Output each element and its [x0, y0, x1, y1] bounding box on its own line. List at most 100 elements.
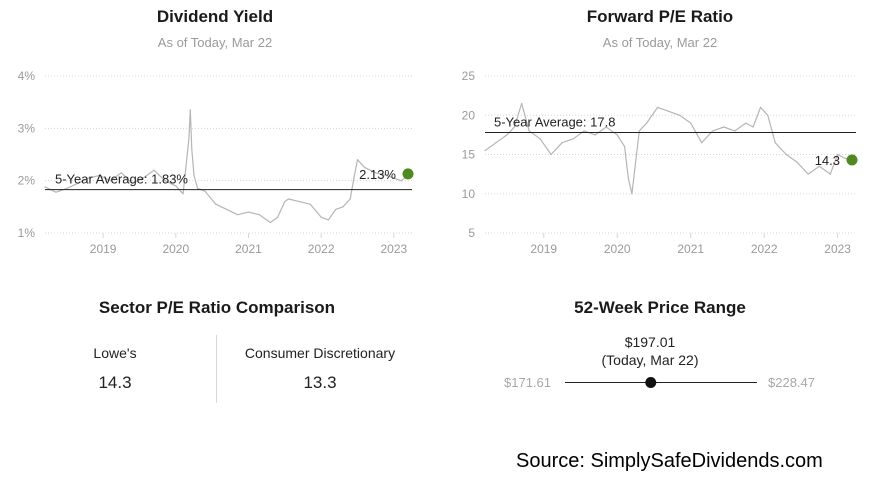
- data-point: [298, 201, 300, 203]
- data-point: [400, 180, 402, 182]
- current-value-label: 14.3: [815, 153, 840, 168]
- data-point: [583, 130, 585, 132]
- data-point: [320, 216, 322, 218]
- data-point: [356, 159, 359, 161]
- data-point: [818, 165, 820, 167]
- comparison-divider: [216, 335, 217, 403]
- data-point: [594, 134, 596, 136]
- current-value-marker: [846, 154, 858, 166]
- data-point: [393, 177, 395, 179]
- data-point: [734, 130, 736, 132]
- forward-pe-title: Forward P/E Ratio: [586, 7, 734, 26]
- source-credit: Source: SimplySafeDividends.com: [516, 450, 823, 472]
- data-point: [164, 180, 166, 182]
- data-point: [807, 173, 809, 175]
- data-point: [506, 134, 508, 136]
- data-point: [701, 142, 703, 144]
- data-point: [495, 142, 497, 144]
- data-point: [66, 187, 68, 190]
- x-tick-label: 2021: [235, 242, 262, 256]
- data-point: [55, 191, 57, 193]
- data-point: [528, 130, 530, 132]
- x-tick-label: 2020: [162, 242, 189, 256]
- five-year-average-label: 5-Year Average: 17.8: [494, 115, 615, 130]
- data-point: [635, 161, 637, 163]
- x-tick-label: 2020: [604, 242, 631, 256]
- current-value-marker: [402, 168, 414, 180]
- data-point: [175, 185, 177, 187]
- data-point: [605, 126, 607, 128]
- data-point: [679, 114, 681, 116]
- company-pe-value: 14.3: [98, 373, 132, 392]
- data-point: [226, 208, 228, 211]
- y-tick-label: 2%: [18, 174, 36, 188]
- data-point: [269, 221, 271, 224]
- range-high-label: $228.47: [768, 375, 815, 390]
- data-point: [98, 174, 101, 177]
- data-point: [247, 211, 250, 213]
- y-tick-label: 15: [462, 148, 476, 162]
- data-point: [723, 126, 725, 128]
- current-value-label: 2.13%: [359, 167, 396, 182]
- x-tick-label: 2023: [824, 242, 851, 256]
- data-point: [191, 148, 193, 150]
- dividend-yield-chart: 4% 3% 2% 1% 2019 2020 2021 2022 2023 5-Year Avera…: [18, 69, 414, 256]
- data-point: [284, 201, 286, 203]
- data-point: [276, 216, 279, 218]
- y-tick-label: 1%: [18, 226, 36, 240]
- x-tick-label: 2022: [308, 242, 335, 256]
- data-point: [193, 174, 195, 177]
- y-tick-label: 4%: [18, 69, 36, 83]
- dividend-yield-title: Dividend Yield: [156, 7, 274, 26]
- data-point: [627, 177, 629, 179]
- data-point: [385, 174, 388, 177]
- data-point: [745, 122, 747, 124]
- data-point: [844, 157, 846, 160]
- current-price: $197.01: [624, 334, 676, 350]
- sector-comparison-title: Sector P/E Ratio Comparison: [98, 298, 336, 317]
- data-point: [759, 106, 762, 108]
- company-label: Lowe's: [93, 345, 137, 361]
- data-point: [521, 102, 523, 105]
- data-point: [829, 173, 831, 175]
- data-point: [142, 177, 144, 179]
- sector-label: Consumer Discretionary: [244, 345, 396, 361]
- data-point: [638, 130, 640, 132]
- data-point: [631, 193, 633, 195]
- x-tick-label: 2022: [751, 242, 778, 256]
- sector-pe-value: 13.3: [303, 373, 337, 392]
- five-year-average-label: 5-Year Average: 1.83%: [55, 172, 188, 187]
- data-point: [484, 149, 486, 152]
- data-point: [375, 172, 377, 174]
- data-point: [258, 214, 260, 216]
- data-point: [572, 138, 574, 140]
- y-tick-label: 5: [468, 226, 475, 240]
- x-tick-label: 2019: [90, 242, 117, 256]
- data-point: [188, 138, 190, 140]
- y-tick-label: 10: [462, 187, 476, 201]
- series-line: [44, 109, 411, 224]
- x-tick-label: 2023: [380, 242, 407, 256]
- data-point: [785, 153, 787, 156]
- data-point: [287, 198, 290, 200]
- data-point: [335, 208, 337, 211]
- price-range-title: 52-Week Price Range: [574, 298, 746, 317]
- data-point: [623, 146, 626, 148]
- data-point: [752, 126, 754, 128]
- data-point: [342, 206, 344, 208]
- y-tick-label: 3%: [18, 121, 36, 135]
- data-point: [204, 190, 206, 192]
- data-point: [657, 106, 659, 108]
- range-low-label: $171.61: [504, 375, 551, 390]
- forward-pe-chart: 25 20 15 10 5 2019 2020 2021 2022 2023 5-Year Aver…: [462, 69, 858, 256]
- data-point: [364, 166, 366, 169]
- data-point: [109, 180, 112, 182]
- x-tick-label: 2021: [677, 242, 704, 256]
- y-tick-label: 20: [462, 108, 476, 122]
- forward-pe-subtitle: As of Today, Mar 22: [602, 35, 718, 50]
- data-point: [120, 172, 122, 174]
- data-point: [349, 198, 351, 200]
- data-point: [550, 153, 552, 156]
- data-point: [616, 134, 618, 136]
- data-point: [646, 122, 648, 124]
